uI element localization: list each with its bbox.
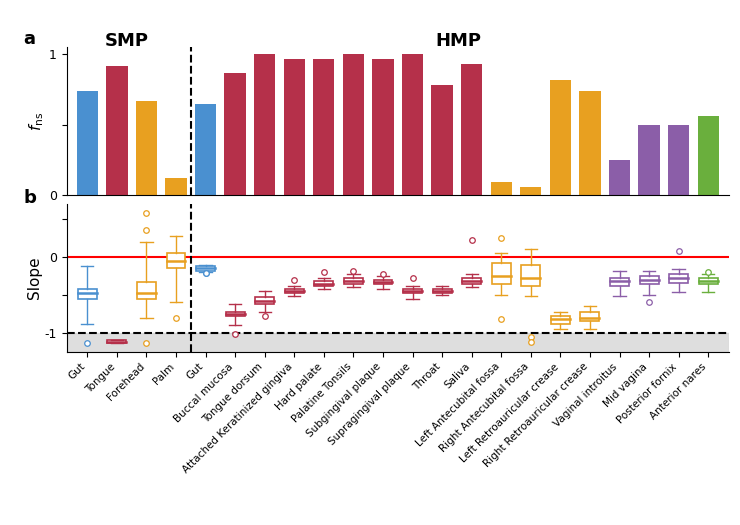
Bar bbox=[224, 72, 246, 195]
Bar bbox=[402, 54, 423, 195]
Y-axis label: $f_\mathregular{ns}$: $f_\mathregular{ns}$ bbox=[27, 112, 46, 131]
Bar bbox=[343, 54, 364, 195]
Bar bbox=[639, 124, 660, 195]
Bar bbox=[67, 333, 729, 352]
Bar bbox=[283, 58, 305, 195]
Text: SMP: SMP bbox=[105, 33, 149, 50]
Bar bbox=[196, 266, 215, 271]
Bar bbox=[344, 278, 363, 284]
Bar bbox=[431, 85, 453, 195]
Bar bbox=[520, 186, 542, 195]
Bar bbox=[166, 253, 186, 268]
Bar bbox=[314, 281, 333, 286]
Bar bbox=[77, 91, 98, 195]
Bar bbox=[579, 91, 601, 195]
Bar bbox=[668, 124, 689, 195]
Bar bbox=[165, 178, 186, 195]
Bar bbox=[285, 289, 303, 293]
Text: a: a bbox=[24, 29, 36, 47]
Bar bbox=[403, 289, 422, 293]
Bar bbox=[551, 316, 570, 324]
Bar bbox=[639, 276, 659, 284]
Bar bbox=[461, 64, 482, 195]
Y-axis label: Slope: Slope bbox=[27, 257, 41, 299]
Bar bbox=[522, 265, 540, 286]
Bar bbox=[492, 263, 511, 284]
Bar bbox=[699, 278, 718, 284]
Bar bbox=[462, 278, 481, 284]
Bar bbox=[254, 54, 275, 195]
Bar bbox=[433, 289, 451, 292]
Bar bbox=[491, 182, 512, 195]
Bar bbox=[107, 340, 127, 343]
Bar bbox=[255, 297, 274, 304]
Bar bbox=[195, 103, 216, 195]
Bar bbox=[135, 101, 157, 195]
Bar bbox=[78, 289, 97, 299]
Bar bbox=[372, 58, 394, 195]
Text: HMP: HMP bbox=[435, 33, 481, 50]
Bar bbox=[313, 58, 334, 195]
Bar bbox=[580, 311, 599, 321]
Bar bbox=[107, 66, 127, 195]
Bar bbox=[137, 282, 156, 299]
Bar bbox=[374, 280, 392, 284]
Bar bbox=[550, 80, 571, 195]
Bar bbox=[609, 160, 630, 195]
Text: b: b bbox=[24, 189, 36, 207]
Bar bbox=[610, 278, 629, 286]
Bar bbox=[669, 274, 688, 283]
Bar bbox=[226, 311, 245, 316]
Bar bbox=[698, 116, 719, 195]
